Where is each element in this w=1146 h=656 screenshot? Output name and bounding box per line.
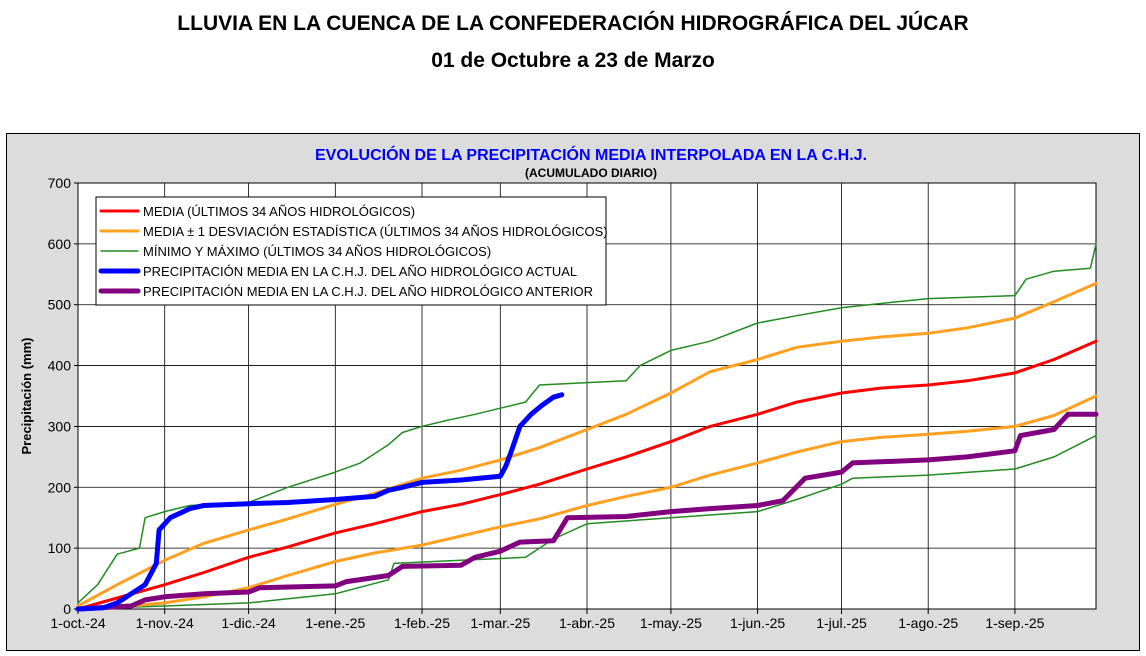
x-tick-label: 1-mar.-25 — [470, 615, 530, 631]
page-subtitle: 01 de Octubre a 23 de Marzo — [431, 49, 715, 72]
y-tick-label: 500 — [48, 297, 72, 313]
page-title: LLUVIA EN LA CUENCA DE LA CONFEDERACIÓN … — [177, 12, 969, 35]
legend-label-maximo: MÍNIMO Y MÁXIMO (ÚLTIMOS 34 AÑOS HIDROLÓ… — [143, 244, 491, 259]
x-tick-label: 1-feb.-25 — [394, 615, 450, 631]
chart-panel: EVOLUCIÓN DE LA PRECIPITACIÓN MEDIA INTE… — [6, 133, 1140, 651]
y-tick-label: 200 — [48, 479, 72, 495]
precipitation-chart: EVOLUCIÓN DE LA PRECIPITACIÓN MEDIA INTE… — [6, 133, 1140, 651]
legend-label-actual: PRECIPITACIÓN MEDIA EN LA C.H.J. DEL AÑO… — [143, 264, 577, 279]
y-tick-label: 300 — [48, 418, 72, 434]
series-line-media-mas-sd — [76, 281, 1098, 608]
series-line-minimo — [77, 434, 1097, 610]
x-tick-label: 1-dic.-24 — [221, 615, 276, 631]
series-line-maximo — [77, 243, 1097, 604]
legend-box — [95, 196, 607, 306]
series-line-media — [76, 339, 1098, 611]
chart-subtitle: (ACUMULADO DIARIO) — [525, 166, 657, 180]
series-line-actual — [75, 392, 565, 612]
y-tick-label: 600 — [48, 236, 72, 252]
x-tick-label: 1-jun.-25 — [730, 615, 785, 631]
y-tick-label: 0 — [63, 601, 71, 617]
x-tick-label: 1-abr.-25 — [559, 615, 615, 631]
x-tick-label: 1-sep.-25 — [985, 615, 1044, 631]
x-tick-label: 1-ago.-25 — [898, 615, 958, 631]
y-tick-label: 100 — [48, 540, 72, 556]
legend-label-media-mas-sd: MEDIA ± 1 DESVIACIÓN ESTADÍSTICA (ÚLTIMO… — [143, 224, 608, 239]
series-line-media-menos-sd — [76, 394, 1098, 611]
y-tick-label: 400 — [48, 358, 72, 374]
plot-area: 0 100 200 300 400 500 600 700 1-oct.-24 1-nov.-24… — [19, 175, 1099, 631]
legend-label-anterior: PRECIPITACIÓN MEDIA EN LA C.H.J. DEL AÑO… — [143, 284, 593, 299]
x-tick-label: 1-may.-25 — [640, 615, 702, 631]
y-tick-label: 700 — [48, 175, 72, 191]
y-axis-label: Precipitación (mm) — [19, 337, 34, 454]
x-tick-label: 1-ene.-25 — [305, 615, 365, 631]
legend-label-media: MEDIA (ÚLTIMOS 34 AÑOS HIDROLÓGICOS) — [143, 204, 415, 219]
x-tick-label: 1-jul.-25 — [816, 615, 867, 631]
x-tick-label: 1-nov.-24 — [136, 615, 194, 631]
x-tick-label: 1-oct.-24 — [50, 615, 105, 631]
chart-title: EVOLUCIÓN DE LA PRECIPITACIÓN MEDIA INTE… — [315, 145, 867, 164]
series-line-anterior — [75, 411, 1099, 612]
